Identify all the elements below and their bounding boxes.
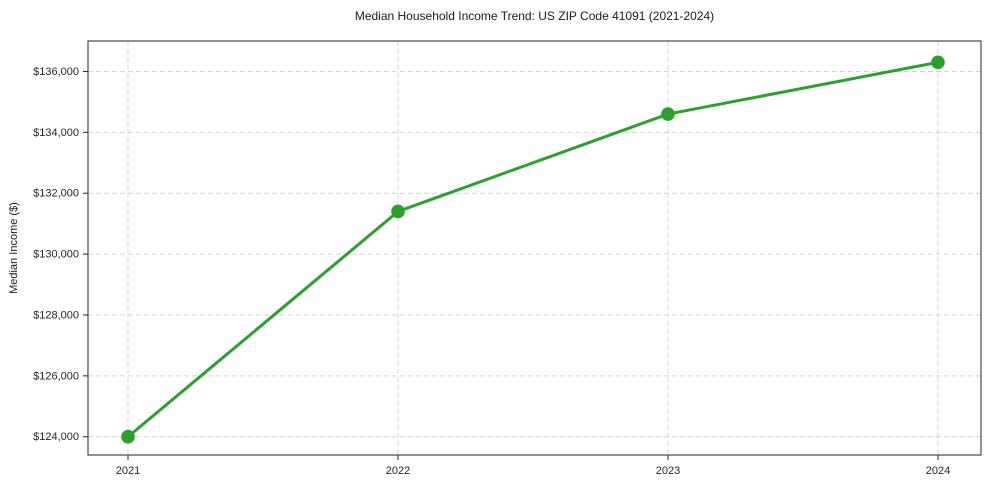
y-tick-label: $126,000	[33, 370, 79, 382]
y-tick-label: $134,000	[33, 127, 79, 139]
y-tick-label: $132,000	[33, 188, 79, 200]
y-tick-label: $136,000	[33, 66, 79, 78]
x-tick-label: 2021	[116, 465, 140, 477]
trend-line	[126, 60, 940, 439]
x-tick-label: 2024	[926, 465, 950, 477]
y-tick-label: $128,000	[33, 309, 79, 321]
data-point-marker	[121, 429, 135, 444]
y-tick-label: $130,000	[33, 249, 79, 261]
data-point-marker	[931, 55, 945, 70]
chart-title: Median Household Income Trend: US ZIP Co…	[354, 9, 715, 23]
data-point-marker	[661, 107, 675, 121]
data-point-marker	[391, 204, 405, 219]
x-tick-label: 2022	[386, 465, 410, 477]
y-tick-label: $124,000	[33, 431, 79, 443]
x-tick-label: 2023	[656, 465, 680, 477]
plot-border	[87, 40, 982, 456]
